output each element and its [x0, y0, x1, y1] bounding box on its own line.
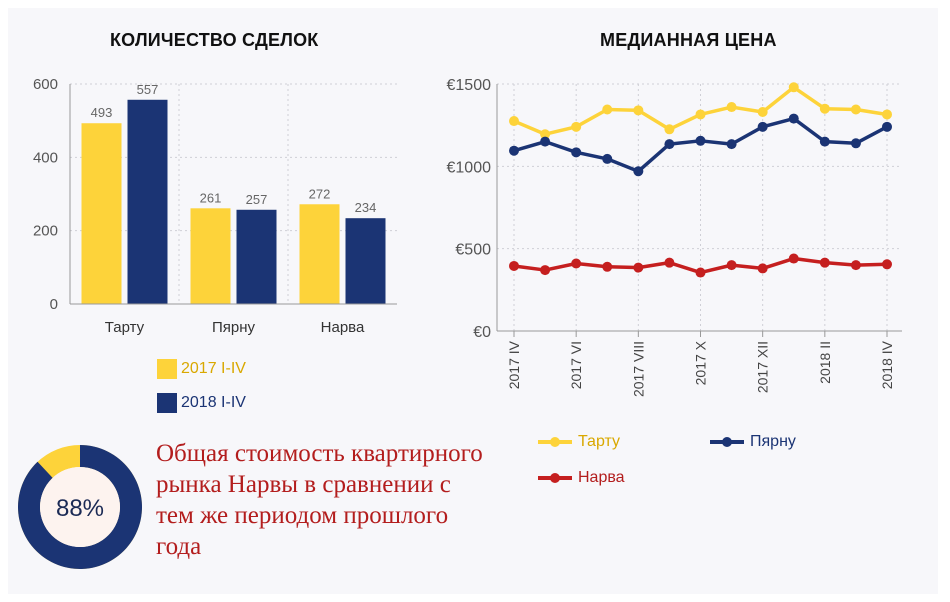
legend-label-narva: Нарва [578, 469, 625, 486]
legend-marker-narva [538, 472, 572, 483]
line-legend-item-narva: Нарва [538, 469, 625, 487]
donut-value-arc [17, 445, 142, 569]
bar-chart-title: КОЛИЧЕСТВО СДЕЛОК [110, 30, 319, 50]
donut-chart: 88% [17, 445, 142, 569]
legend-label-2017: 2017 I-IV [181, 360, 246, 378]
line-legend-item-tartu: Тарту [538, 433, 620, 451]
legend-swatch-2017 [157, 359, 177, 379]
bar-legend-item: 2018 I-IV [157, 393, 246, 413]
legend-marker-tartu [538, 436, 572, 447]
legend-swatch-2018 [157, 393, 177, 413]
donut-value-label: 88% [56, 495, 104, 522]
legend-marker-parnu [710, 436, 744, 447]
line-legend-item-parnu: Пярну [710, 433, 796, 451]
line-chart-title: МЕДИАННАЯ ЦЕНА [600, 30, 777, 50]
legend-label-tartu: Тарту [578, 433, 621, 450]
legend-label-2018: 2018 I-IV [181, 394, 246, 412]
donut-caption: Общая стоимость квартирного рынка Нарвы … [156, 440, 483, 560]
bar-legend-item: 2017 I-IV [157, 359, 246, 379]
legend-label-parnu: Пярну [750, 433, 796, 450]
donut-center [40, 467, 120, 547]
